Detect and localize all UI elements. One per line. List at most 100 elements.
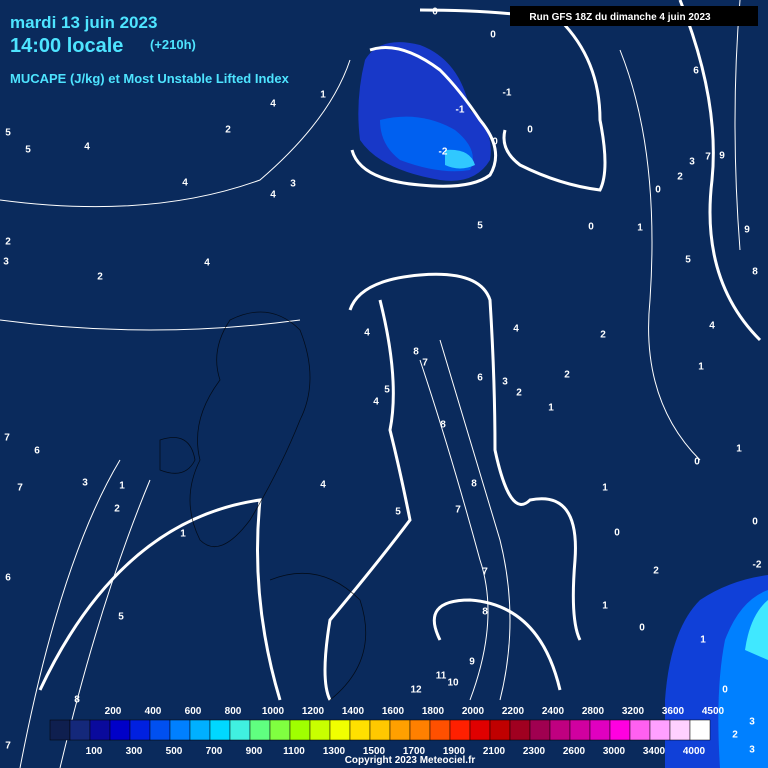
contour-label: 1 bbox=[548, 403, 554, 414]
contour-label: 2 bbox=[653, 566, 659, 577]
contour-label: 0 bbox=[490, 30, 496, 41]
zero-isoline bbox=[38, 498, 282, 701]
contour-label: 3 bbox=[689, 157, 695, 168]
isoline bbox=[439, 339, 511, 701]
legend-swatch bbox=[469, 719, 491, 741]
contour-label: 5 bbox=[5, 128, 11, 139]
contour-label: 12 bbox=[410, 685, 422, 696]
legend-label: 2000 bbox=[462, 706, 485, 717]
legend-label: 2400 bbox=[542, 706, 565, 717]
legend-swatch bbox=[309, 719, 331, 741]
contour-label: 4 bbox=[270, 190, 276, 201]
contour-label: 1 bbox=[180, 529, 186, 540]
contour-label: 7 bbox=[422, 358, 428, 369]
contour-label: 4 bbox=[84, 142, 90, 153]
legend-label: 1200 bbox=[302, 706, 325, 717]
legend-label: 4500 bbox=[702, 706, 725, 717]
legend-label: 400 bbox=[145, 706, 162, 717]
contour-label: 11 bbox=[436, 671, 447, 682]
legend-swatch bbox=[129, 719, 151, 741]
legend-swatch bbox=[349, 719, 371, 741]
isoline bbox=[419, 359, 489, 701]
time: 14:00 locale bbox=[10, 35, 123, 57]
legend-swatch bbox=[249, 719, 271, 741]
contour-label: 4 bbox=[320, 480, 326, 491]
contour-label: 8 bbox=[74, 695, 80, 706]
legend-label: 1400 bbox=[342, 706, 365, 717]
contour-label: 8 bbox=[471, 479, 477, 490]
legend-label: 300 bbox=[126, 746, 143, 757]
isoline bbox=[734, 0, 741, 251]
contour-label: 3 bbox=[502, 377, 508, 388]
legend-swatch bbox=[329, 719, 351, 741]
legend-label: 200 bbox=[105, 706, 122, 717]
legend-swatch bbox=[149, 719, 171, 741]
contour-label: 6 bbox=[5, 573, 11, 584]
contour-label: 2 bbox=[97, 272, 103, 283]
date: mardi 13 juin 2023 bbox=[10, 13, 157, 32]
zero-isoline bbox=[432, 598, 562, 691]
legend-label: 2300 bbox=[523, 746, 546, 757]
contour-label: 9 bbox=[469, 657, 475, 668]
contour-label: 0 bbox=[492, 137, 498, 148]
contour-label: 3 bbox=[82, 478, 88, 489]
contour-label: 9 bbox=[744, 225, 750, 236]
contour-label: 7 bbox=[4, 433, 10, 444]
contour-label: 0 bbox=[639, 623, 645, 634]
contour-label: 0 bbox=[527, 125, 533, 136]
legend-swatch bbox=[169, 719, 191, 741]
zero-isoline bbox=[323, 299, 412, 701]
legend-swatch bbox=[429, 719, 451, 741]
contour-label: 3 bbox=[749, 745, 755, 756]
isoline bbox=[0, 319, 301, 331]
contour-label: 2 bbox=[677, 172, 683, 183]
contour-label: 1 bbox=[637, 223, 643, 234]
legend-label: 500 bbox=[166, 746, 183, 757]
legend-label: 3000 bbox=[603, 746, 626, 757]
contour-label: 1 bbox=[602, 601, 608, 612]
legend-swatch bbox=[389, 719, 411, 741]
coastline bbox=[189, 311, 311, 548]
legend-label: 1100 bbox=[283, 746, 305, 757]
product-title: MUCAPE (J/kg) et Most Unstable Lifted In… bbox=[10, 71, 290, 86]
legend-swatch bbox=[529, 719, 551, 741]
legend-swatch bbox=[289, 719, 311, 741]
contour-label: 0 bbox=[722, 685, 728, 696]
contour-label: -2 bbox=[439, 147, 448, 158]
contour-label: 8 bbox=[482, 607, 488, 618]
contour-label: 0 bbox=[614, 528, 620, 539]
legend-swatch bbox=[649, 719, 671, 741]
legend-label: 1000 bbox=[262, 706, 285, 717]
contour-label: -1 bbox=[503, 88, 512, 99]
contour-label: 5 bbox=[395, 507, 401, 518]
cape-area bbox=[745, 600, 768, 660]
contour-label: 5 bbox=[118, 612, 124, 623]
forecast-offset: (+210h) bbox=[150, 37, 196, 52]
contour-label: 0 bbox=[694, 457, 700, 468]
contour-label: 3 bbox=[290, 179, 296, 190]
contour-label: -1 bbox=[456, 105, 465, 116]
legend: 200 400 600 800 1000 1200 1400 1600 1800 2000 2200… bbox=[49, 706, 725, 757]
legend-swatch bbox=[489, 719, 511, 741]
contour-label: 2 bbox=[600, 330, 606, 341]
copyright: Copyright 2023 Meteociel.fr bbox=[345, 755, 476, 766]
contour-label: -2 bbox=[753, 560, 762, 571]
legend-swatch bbox=[229, 719, 251, 741]
legend-swatch bbox=[109, 719, 131, 741]
cape-area bbox=[445, 149, 475, 169]
contour-label: 1 bbox=[602, 483, 608, 494]
contour-label: 6 bbox=[34, 446, 40, 457]
contour-label: 1 bbox=[698, 362, 704, 373]
contour-label: 5 bbox=[477, 221, 483, 232]
legend-label: 800 bbox=[225, 706, 242, 717]
legend-swatch bbox=[609, 719, 631, 741]
legend-label: 1500 bbox=[363, 746, 386, 757]
mucape-shading bbox=[358, 42, 768, 768]
legend-label: 1900 bbox=[443, 746, 466, 757]
contour-label: 7 bbox=[705, 152, 711, 163]
contour-label: 3 bbox=[3, 257, 9, 268]
contour-label: 2 bbox=[225, 125, 231, 136]
legend-swatch bbox=[409, 719, 431, 741]
